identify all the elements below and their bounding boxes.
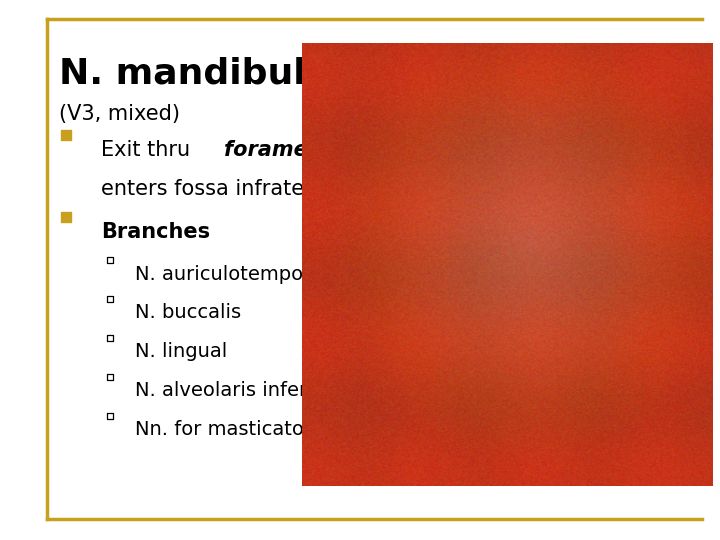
Text: N. mandibularis: N. mandibularis — [59, 57, 382, 91]
Point — [104, 373, 116, 381]
Point — [104, 334, 116, 342]
Text: foramen ovale: foramen ovale — [225, 140, 394, 160]
Text: N. lingual: N. lingual — [135, 342, 228, 361]
Text: enters fossa infratemporalis: enters fossa infratemporalis — [101, 179, 394, 199]
Text: Nn. for masticatory muscles: Nn. for masticatory muscles — [135, 420, 410, 439]
Point — [60, 131, 72, 139]
Point — [104, 295, 116, 303]
Text: N. buccalis: N. buccalis — [135, 303, 241, 322]
Text: Exit thru: Exit thru — [101, 140, 197, 160]
Text: и: и — [443, 140, 463, 160]
Text: (V3, mixed): (V3, mixed) — [59, 104, 180, 124]
Point — [60, 213, 72, 221]
Text: N. auriculotemporalis: N. auriculotemporalis — [135, 265, 345, 284]
Point — [104, 256, 116, 265]
Point — [104, 411, 116, 420]
Text: N. alveolaris inferior: N. alveolaris inferior — [135, 381, 333, 400]
Text: Branches: Branches — [101, 222, 210, 242]
